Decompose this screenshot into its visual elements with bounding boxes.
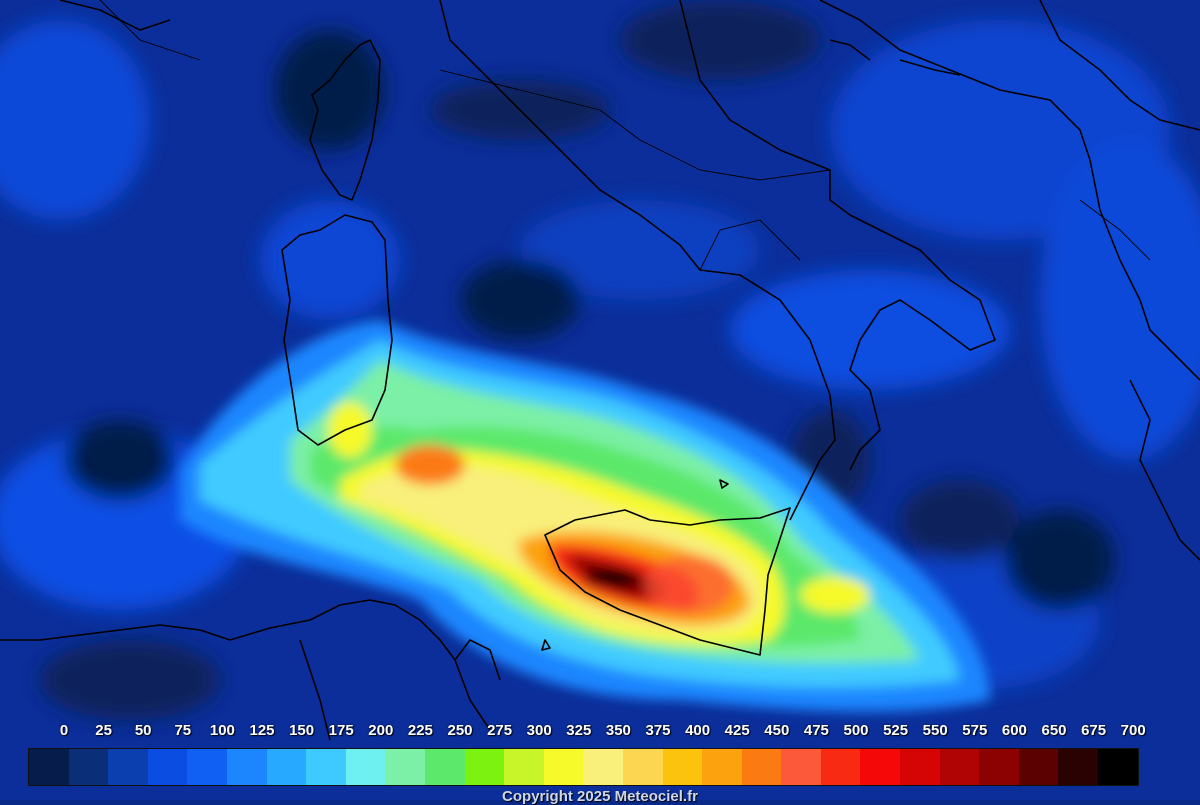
balkan-coast bbox=[819, 0, 1200, 381]
legend-tick-label: 475 bbox=[803, 722, 829, 739]
legend-tick-label: 0 bbox=[59, 722, 69, 739]
tunisia-coast bbox=[299, 639, 501, 741]
dark-patch bbox=[40, 640, 220, 720]
legend-swatch bbox=[424, 749, 465, 785]
legend: 0 25 50 75 100 125 150 175 200 225 250 275 300 325 350… bbox=[0, 718, 1200, 805]
legend-swatch bbox=[741, 749, 782, 785]
legend-tick-label: 225 bbox=[407, 722, 433, 739]
legend-swatch bbox=[860, 749, 901, 785]
legend-color-bar bbox=[28, 748, 1139, 786]
legend-swatch bbox=[543, 749, 584, 785]
legend-swatch bbox=[820, 749, 861, 785]
dark-patch bbox=[65, 420, 175, 500]
legend-tick-label: 525 bbox=[883, 722, 909, 739]
legend-swatch bbox=[1058, 749, 1099, 785]
legend-tick-label: 350 bbox=[605, 722, 631, 739]
legend-swatch bbox=[662, 749, 703, 785]
italy-east-coast bbox=[679, 0, 996, 471]
legend-tick-label: 150 bbox=[289, 722, 315, 739]
sardinia-coast bbox=[281, 214, 393, 446]
island bbox=[541, 639, 551, 651]
border bbox=[439, 69, 831, 181]
legend-tick-label: 325 bbox=[566, 722, 592, 739]
legend-swatch bbox=[702, 749, 742, 785]
dark-patch bbox=[620, 0, 820, 80]
legend-tick-label: 425 bbox=[724, 722, 750, 739]
legend-swatch bbox=[900, 749, 940, 785]
rain-cell-orange bbox=[395, 445, 465, 485]
legend-tick-label: 125 bbox=[249, 722, 275, 739]
legend-tick-label: 25 bbox=[95, 722, 112, 739]
corsica-coast bbox=[309, 39, 381, 201]
dark-patch bbox=[460, 260, 580, 340]
border bbox=[99, 0, 201, 61]
legend-tick-label: 450 bbox=[764, 722, 790, 739]
blue-patch bbox=[1040, 140, 1200, 460]
copyright-text: Copyright 2025 Meteociel.fr bbox=[502, 788, 698, 805]
legend-swatch bbox=[1098, 749, 1138, 785]
legend-swatch bbox=[187, 749, 227, 785]
border bbox=[699, 219, 801, 271]
rain-peak bbox=[584, 568, 640, 588]
rain-cell-orange bbox=[328, 402, 372, 458]
legend-tick-label: 75 bbox=[174, 722, 192, 739]
borders bbox=[99, 0, 1151, 271]
legend-swatch bbox=[979, 749, 1019, 785]
legend-tick-label: 575 bbox=[962, 722, 988, 739]
legend-swatch bbox=[306, 749, 346, 785]
legend-tick-label: 675 bbox=[1081, 722, 1107, 739]
legend-swatch bbox=[385, 749, 425, 785]
legend-swatch bbox=[622, 749, 663, 785]
legend-tick-label: 550 bbox=[922, 722, 948, 739]
sicily-coast bbox=[544, 507, 791, 656]
legend-tick-label: 200 bbox=[368, 722, 394, 739]
island bbox=[829, 39, 871, 61]
legend-swatch bbox=[583, 749, 623, 785]
legend-tick-label: 100 bbox=[209, 722, 235, 739]
legend-swatch bbox=[266, 749, 307, 785]
legend-tick-label: 300 bbox=[526, 722, 552, 739]
legend-swatch bbox=[939, 749, 980, 785]
legend-tick-label: 400 bbox=[685, 722, 711, 739]
legend-swatch bbox=[504, 749, 544, 785]
blue-patch bbox=[520, 200, 760, 300]
island bbox=[719, 479, 729, 489]
legend-tick-label: 250 bbox=[447, 722, 473, 739]
legend-swatch bbox=[1018, 749, 1059, 785]
rain-cell-orange bbox=[645, 555, 735, 615]
legend-tick-label: 50 bbox=[134, 722, 152, 739]
legend-swatch bbox=[781, 749, 821, 785]
legend-swatch bbox=[226, 749, 267, 785]
africa-coast bbox=[0, 599, 491, 731]
legend-swatch bbox=[464, 749, 505, 785]
legend-tick-label: 700 bbox=[1120, 722, 1146, 739]
dark-patch bbox=[1005, 510, 1115, 610]
legend-swatch bbox=[108, 749, 148, 785]
legend-tick-label: 650 bbox=[1041, 722, 1067, 739]
island bbox=[899, 59, 961, 76]
legend-tick-label: 600 bbox=[1001, 722, 1027, 739]
legend-swatch bbox=[68, 749, 109, 785]
blue-patch bbox=[730, 270, 1010, 390]
legend-swatch bbox=[147, 749, 188, 785]
legend-swatch bbox=[345, 749, 386, 785]
dark-patch bbox=[900, 480, 1020, 560]
legend-tick-label: 175 bbox=[328, 722, 354, 739]
legend-swatch bbox=[29, 749, 69, 785]
blue-patch bbox=[260, 200, 400, 320]
legend-tick-label: 500 bbox=[843, 722, 869, 739]
balkan-inner bbox=[1039, 0, 1200, 131]
legend-tick-label: 375 bbox=[645, 722, 671, 739]
rain-cell-orange bbox=[800, 577, 870, 613]
legend-tick-label: 275 bbox=[487, 722, 513, 739]
dark-patch bbox=[275, 30, 385, 150]
border bbox=[1079, 199, 1151, 261]
blue-patch bbox=[0, 20, 150, 220]
greece-coast bbox=[1129, 379, 1200, 561]
